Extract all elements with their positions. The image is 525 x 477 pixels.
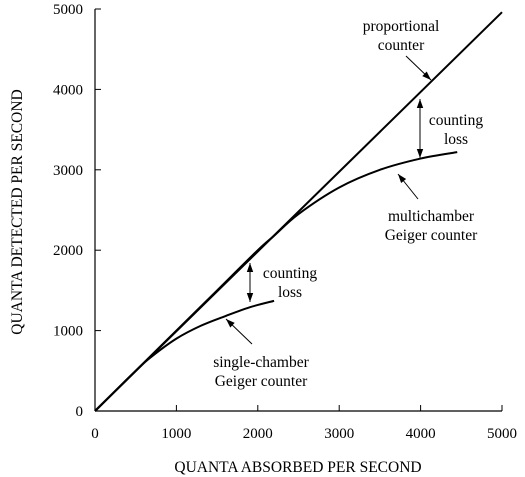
proportional-counter-label: proportional counter (363, 18, 440, 54)
counting-loss-upper-label: counting loss (429, 112, 483, 148)
x-axis-title: QUANTA ABSORBED PER SECOND (174, 459, 421, 476)
multichamber-geiger-line (94, 151, 458, 412)
single-chamber-geiger-pointer-head (226, 319, 235, 328)
counting-loss-upper-label-line: counting (429, 112, 483, 129)
counting-loss-upper-arrow-head-top (416, 99, 424, 108)
series-layer (94, 11, 503, 412)
y-tick-label: 5000 (53, 2, 83, 18)
single-chamber-geiger-label-line: single-chamber (213, 354, 309, 371)
multichamber-geiger-pointer-head (398, 174, 407, 184)
y-tick-label: 0 (76, 404, 84, 420)
single-chamber-geiger-line (94, 299, 275, 412)
counting-loss-lower-label: counting loss (263, 265, 317, 301)
y-tick-label: 4000 (53, 82, 83, 98)
x-tick-label: 4000 (406, 426, 436, 442)
counting-loss-upper-arrow-head-bottom (416, 149, 424, 158)
y-tick-label: 1000 (53, 324, 83, 340)
counting-loss-upper-label-line: loss (444, 131, 468, 148)
counting-loss-lower-label-line: counting (263, 265, 317, 282)
proportional-counter-label-line: counter (378, 37, 425, 54)
proportional-counter-pointer-head (422, 71, 431, 80)
proportional-counter-label-line: proportional (363, 18, 440, 35)
x-tick-label: 0 (91, 426, 99, 442)
x-tick-label: 5000 (487, 426, 517, 442)
y-tick-label: 2000 (53, 243, 83, 259)
x-tick-label: 2000 (243, 426, 273, 442)
single-chamber-geiger-label-line: Geiger counter (215, 373, 308, 390)
x-tick-label: 3000 (324, 426, 354, 442)
y-tick-label: 3000 (53, 163, 83, 179)
counting-loss-lower-arrow-head-top (246, 263, 254, 272)
multichamber-geiger-label-line: multichamber (388, 208, 475, 225)
single-chamber-geiger-label: single-chamber Geiger counter (213, 354, 309, 390)
multichamber-geiger-label-line: Geiger counter (385, 227, 478, 244)
counting-loss-lower-label-line: loss (278, 284, 302, 301)
y-axis-title: QUANTA DETECTED PER SECOND (9, 89, 26, 334)
annotation-layer: proportional counter counting loss multicham… (213, 18, 483, 390)
counting-loss-lower-arrow-head-bottom (246, 293, 254, 302)
x-tick-label: 1000 (161, 426, 191, 442)
axes: 0 1000 2000 3000 4000 5000 0 1000 2000 3000 4000 50… (53, 2, 517, 442)
multichamber-geiger-label: multichamber Geiger counter (385, 208, 478, 244)
